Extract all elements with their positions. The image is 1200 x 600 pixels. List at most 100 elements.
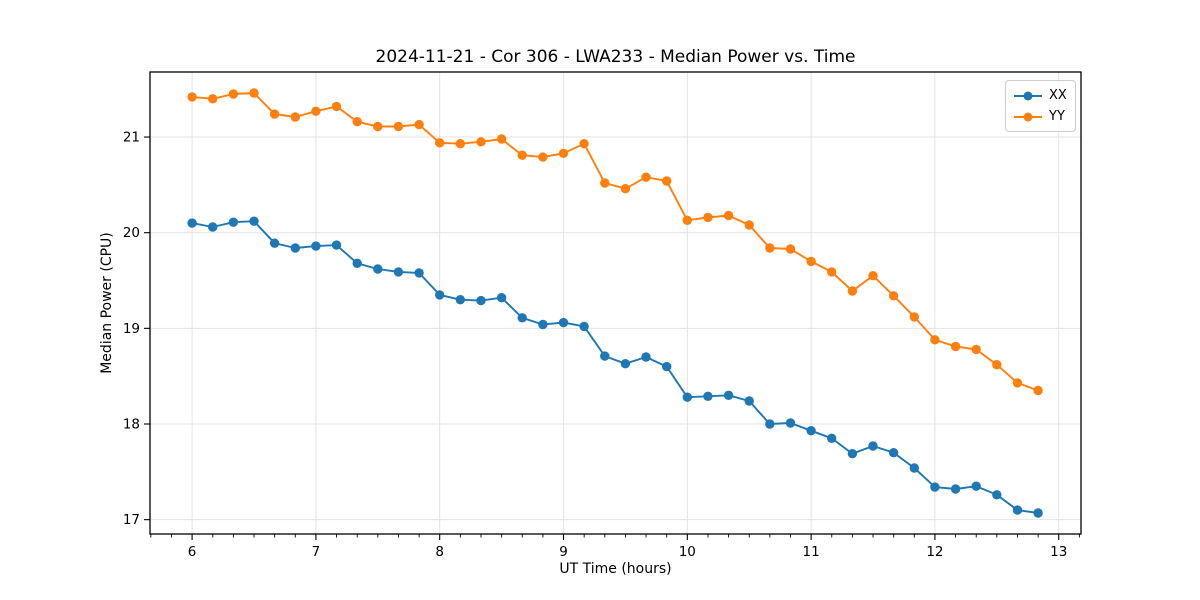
series-xx-point bbox=[744, 396, 754, 406]
series-xx-point bbox=[950, 484, 961, 494]
series-xx-point bbox=[435, 290, 445, 300]
series-xx-point bbox=[476, 295, 486, 306]
series-yy-point bbox=[331, 101, 342, 112]
series-yy-point bbox=[868, 271, 878, 281]
series-yy-line bbox=[192, 92, 1039, 392]
series-xx-point bbox=[373, 264, 383, 274]
series-xx-point bbox=[888, 448, 899, 458]
series-xx-point bbox=[558, 317, 569, 328]
legend-item-xx: XX bbox=[1006, 85, 1075, 106]
x-tick-label: 11 bbox=[803, 544, 820, 560]
x-tick-label: 10 bbox=[679, 544, 696, 560]
series-xx-point bbox=[517, 313, 527, 323]
plot-border bbox=[149, 71, 1082, 535]
series-yy-point bbox=[538, 152, 548, 162]
x-tick-label: 7 bbox=[312, 544, 321, 560]
series-yy-point bbox=[558, 148, 569, 158]
series-yy-point bbox=[269, 109, 280, 119]
series-xx-point bbox=[538, 319, 548, 330]
series-yy-point bbox=[992, 360, 1002, 370]
series-yy-point bbox=[620, 184, 631, 194]
series-yy-point bbox=[662, 176, 672, 186]
x-tick-label: 13 bbox=[1050, 544, 1067, 560]
series-yy-point bbox=[496, 134, 507, 144]
series-yy-point bbox=[703, 212, 713, 223]
series-xx-point bbox=[641, 352, 651, 362]
legend-label-xx: XX bbox=[1049, 88, 1067, 103]
y-tick-label: 17 bbox=[123, 512, 140, 528]
series-xx-point bbox=[785, 418, 796, 428]
series-yy-point bbox=[930, 335, 940, 345]
series-xx-point bbox=[414, 268, 424, 278]
series-xx-point bbox=[723, 390, 734, 400]
legend-label-yy: YY bbox=[1049, 109, 1065, 124]
series-yy-point bbox=[455, 139, 465, 149]
series-xx-point bbox=[1033, 508, 1043, 518]
series-xx-point bbox=[765, 419, 775, 429]
series-yy-point bbox=[249, 88, 259, 98]
series-yy-point bbox=[208, 94, 218, 104]
series-xx-point bbox=[228, 217, 239, 227]
x-tick-label: 9 bbox=[559, 544, 568, 560]
series-xx-point bbox=[847, 449, 858, 459]
series-xx-point bbox=[806, 426, 816, 436]
series-xx-point bbox=[290, 243, 300, 253]
series-yy-point bbox=[579, 139, 589, 149]
series-xx-point bbox=[208, 222, 218, 232]
series-xx-point bbox=[827, 433, 837, 443]
y-tick-label: 20 bbox=[123, 225, 140, 241]
x-tick-label: 8 bbox=[435, 544, 444, 560]
series-yy-point bbox=[435, 138, 445, 148]
series-yy-point bbox=[600, 178, 610, 188]
series-yy-point bbox=[847, 286, 858, 296]
series-xx-point bbox=[269, 238, 280, 248]
legend-marker-xx-icon bbox=[1014, 90, 1042, 101]
y-axis-label: Median Power (CPU) bbox=[99, 232, 115, 374]
series-xx-point bbox=[455, 295, 465, 305]
series-yy-point bbox=[723, 210, 734, 221]
series-yy-point bbox=[517, 150, 527, 160]
chart-title: 2024-11-21 - Cor 306 - LWA233 - Median P… bbox=[375, 47, 856, 67]
x-tick-label: 12 bbox=[926, 544, 943, 560]
series-yy-point bbox=[228, 89, 239, 99]
y-tick-label: 21 bbox=[123, 130, 140, 146]
x-axis-label: UT Time (hours) bbox=[559, 561, 672, 577]
series-xx-point bbox=[703, 391, 713, 401]
series-yy-point bbox=[311, 106, 321, 116]
series-yy-point bbox=[971, 344, 981, 355]
series-yy-point bbox=[950, 341, 961, 352]
y-tick-label: 19 bbox=[123, 321, 140, 337]
series-yy-point bbox=[352, 117, 362, 127]
series-yy-point bbox=[290, 112, 300, 122]
x-tick-label: 6 bbox=[188, 544, 197, 560]
legend: XX YY bbox=[1005, 80, 1076, 132]
series-xx-point bbox=[971, 481, 981, 491]
series-yy-point bbox=[476, 137, 486, 147]
series-yy-point bbox=[393, 121, 404, 132]
series-xx-point bbox=[620, 359, 631, 369]
y-tick-label: 18 bbox=[123, 417, 140, 433]
legend-marker-yy-icon bbox=[1014, 111, 1042, 122]
series-yy-point bbox=[1033, 385, 1043, 396]
series-xx-point bbox=[496, 293, 507, 303]
series-yy-point bbox=[1012, 378, 1023, 388]
series-yy-point bbox=[744, 220, 754, 230]
series-xx-point bbox=[331, 240, 342, 250]
series-xx-point bbox=[868, 441, 878, 451]
series-yy-point bbox=[187, 92, 197, 102]
series-yy-point bbox=[641, 172, 651, 182]
series-yy-point bbox=[909, 312, 919, 322]
series-xx-point bbox=[662, 361, 672, 372]
series-yy-point bbox=[785, 244, 796, 254]
legend-item-yy: YY bbox=[1006, 106, 1075, 127]
series-xx-point bbox=[992, 490, 1002, 500]
series-yy-point bbox=[765, 243, 775, 253]
series-yy-point bbox=[682, 215, 692, 225]
series-xx-point bbox=[393, 267, 404, 277]
series-yy-point bbox=[827, 267, 837, 277]
series-xx-point bbox=[682, 392, 692, 402]
series-xx-point bbox=[930, 482, 940, 492]
series-xx-point bbox=[579, 321, 589, 332]
series-xx-point bbox=[352, 258, 362, 268]
